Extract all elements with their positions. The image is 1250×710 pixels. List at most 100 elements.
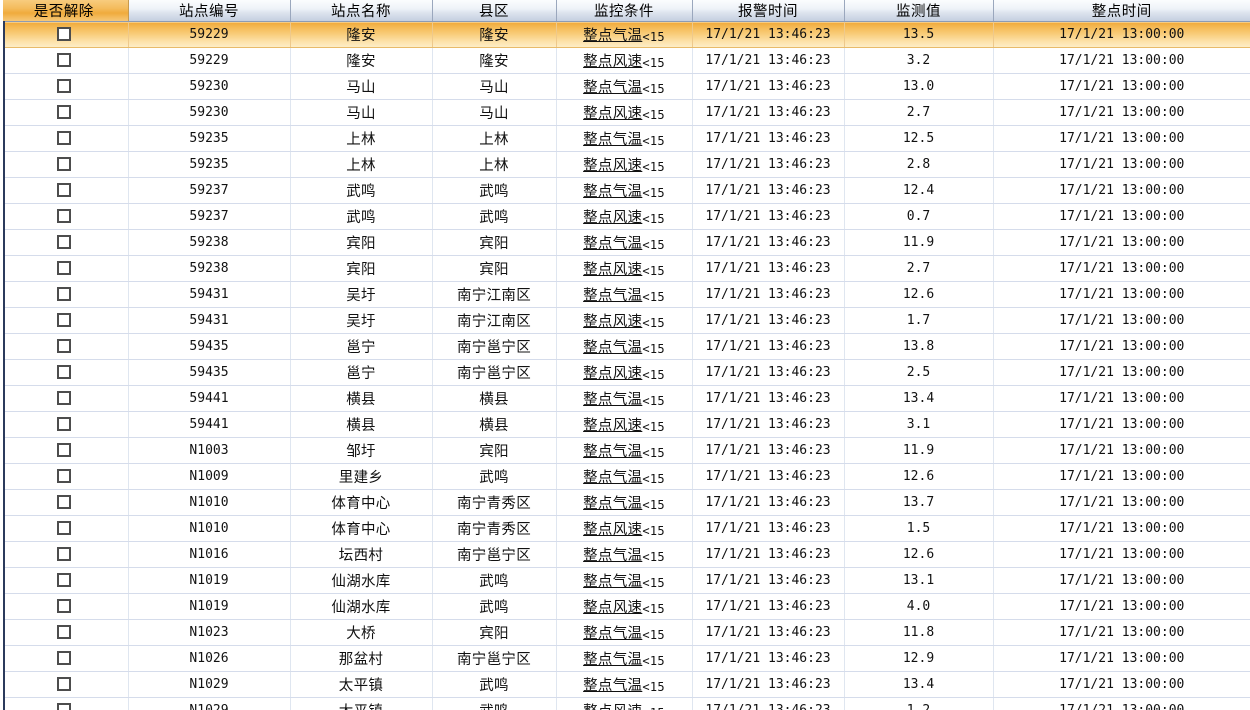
- unlock-checkbox[interactable]: [56, 260, 71, 275]
- unlock-cell[interactable]: [0, 541, 129, 568]
- unlock-checkbox[interactable]: [56, 468, 71, 483]
- table-row[interactable]: 59230 马山 马山 整点气温<15 17/1/21 13:46:23 13.0 17/1…: [0, 73, 1250, 100]
- unlock-checkbox[interactable]: [56, 182, 71, 197]
- unlock-cell[interactable]: [0, 593, 129, 620]
- table-row[interactable]: N1019 仙湖水库 武鸣 整点风速<15 17/1/21 13:46:23 4.0 17/…: [0, 593, 1250, 620]
- unlock-checkbox[interactable]: [56, 208, 71, 223]
- unlock-checkbox[interactable]: [56, 338, 71, 353]
- unlock-cell[interactable]: [0, 255, 129, 282]
- unlock-checkbox[interactable]: [56, 286, 71, 301]
- unlock-checkbox[interactable]: [56, 130, 71, 145]
- unlock-cell[interactable]: [0, 307, 129, 334]
- column-header-hour_time[interactable]: 整点时间: [993, 0, 1250, 22]
- column-header-alarm_time[interactable]: 报警时间: [692, 0, 845, 22]
- condition-text: 整点风速<15: [583, 154, 665, 175]
- unlock-cell[interactable]: [0, 99, 129, 126]
- unlock-checkbox[interactable]: [56, 156, 71, 171]
- table-row[interactable]: N1029 太平镇 武鸣 整点气温<15 17/1/21 13:46:23 13.4 17/…: [0, 671, 1250, 698]
- table-row[interactable]: 59229 隆安 隆安 整点风速<15 17/1/21 13:46:23 3.2 17/1/…: [0, 47, 1250, 74]
- table-row[interactable]: 59238 宾阳 宾阳 整点风速<15 17/1/21 13:46:23 2.7 17/1/…: [0, 255, 1250, 282]
- table-row[interactable]: 59441 横县 横县 整点气温<15 17/1/21 13:46:23 13.4 17/1…: [0, 385, 1250, 412]
- condition-threshold: <15: [642, 160, 665, 174]
- unlock-checkbox[interactable]: [56, 390, 71, 405]
- condition-threshold: <15: [642, 108, 665, 122]
- unlock-cell[interactable]: [0, 333, 129, 360]
- table-row[interactable]: N1010 体育中心 南宁青秀区 整点气温<15 17/1/21 13:46:23 13.…: [0, 489, 1250, 516]
- unlock-checkbox[interactable]: [56, 650, 71, 665]
- unlock-cell[interactable]: [0, 463, 129, 490]
- unlock-cell[interactable]: [0, 203, 129, 230]
- unlock-checkbox[interactable]: [56, 364, 71, 379]
- unlock-checkbox[interactable]: [56, 78, 71, 93]
- table-row[interactable]: 59435 邕宁 南宁邕宁区 整点气温<15 17/1/21 13:46:23 13.8 1…: [0, 333, 1250, 360]
- condition-text: 整点气温<15: [583, 622, 665, 643]
- unlock-checkbox[interactable]: [56, 494, 71, 509]
- unlock-checkbox[interactable]: [56, 676, 71, 691]
- unlock-cell[interactable]: [0, 567, 129, 594]
- table-row[interactable]: N1003 邹圩 宾阳 整点气温<15 17/1/21 13:46:23 11.9 17/1…: [0, 437, 1250, 464]
- unlock-cell[interactable]: [0, 385, 129, 412]
- column-header-condition[interactable]: 监控条件: [556, 0, 693, 22]
- unlock-checkbox[interactable]: [56, 26, 71, 41]
- unlock-checkbox[interactable]: [56, 52, 71, 67]
- table-row[interactable]: 59431 吴圩 南宁江南区 整点气温<15 17/1/21 13:46:23 12.6 1…: [0, 281, 1250, 308]
- unlock-cell[interactable]: [0, 489, 129, 516]
- table-row[interactable]: N1019 仙湖水库 武鸣 整点气温<15 17/1/21 13:46:23 13.1 17…: [0, 567, 1250, 594]
- unlock-cell[interactable]: [0, 73, 129, 100]
- unlock-cell[interactable]: [0, 359, 129, 386]
- unlock-cell[interactable]: [0, 21, 129, 48]
- unlock-checkbox[interactable]: [56, 598, 71, 613]
- measured-value-cell: 12.4: [844, 177, 994, 204]
- unlock-checkbox[interactable]: [56, 416, 71, 431]
- table-row[interactable]: 59229 隆安 隆安 整点气温<15 17/1/21 13:46:23 13.5 17/1…: [0, 21, 1250, 48]
- station-name-cell: 太平镇: [290, 671, 433, 698]
- unlock-cell[interactable]: [0, 515, 129, 542]
- unlock-cell[interactable]: [0, 645, 129, 672]
- unlock-checkbox[interactable]: [56, 572, 71, 587]
- table-row[interactable]: 59237 武鸣 武鸣 整点风速<15 17/1/21 13:46:23 0.7 17/1/…: [0, 203, 1250, 230]
- unlock-cell[interactable]: [0, 437, 129, 464]
- unlock-cell[interactable]: [0, 619, 129, 646]
- unlock-cell[interactable]: [0, 697, 129, 710]
- unlock-checkbox[interactable]: [56, 702, 71, 710]
- table-row[interactable]: 59238 宾阳 宾阳 整点气温<15 17/1/21 13:46:23 11.9 17/1…: [0, 229, 1250, 256]
- table-row[interactable]: 59441 横县 横县 整点风速<15 17/1/21 13:46:23 3.1 17/1/…: [0, 411, 1250, 438]
- table-row[interactable]: 59237 武鸣 武鸣 整点气温<15 17/1/21 13:46:23 12.4 17/1…: [0, 177, 1250, 204]
- unlock-cell[interactable]: [0, 281, 129, 308]
- table-row[interactable]: N1026 那盆村 南宁邕宁区 整点气温<15 17/1/21 13:46:23 12.9…: [0, 645, 1250, 672]
- unlock-cell[interactable]: [0, 671, 129, 698]
- unlock-cell[interactable]: [0, 177, 129, 204]
- table-row[interactable]: 59235 上林 上林 整点风速<15 17/1/21 13:46:23 2.8 17/1/…: [0, 151, 1250, 178]
- table-row[interactable]: N1010 体育中心 南宁青秀区 整点风速<15 17/1/21 13:46:23 1.5…: [0, 515, 1250, 542]
- column-header-county[interactable]: 县区: [432, 0, 557, 22]
- unlock-checkbox[interactable]: [56, 442, 71, 457]
- unlock-checkbox[interactable]: [56, 520, 71, 535]
- table-row[interactable]: N1009 里建乡 武鸣 整点气温<15 17/1/21 13:46:23 12.6 17/…: [0, 463, 1250, 490]
- table-row[interactable]: 59431 吴圩 南宁江南区 整点风速<15 17/1/21 13:46:23 1.7 17…: [0, 307, 1250, 334]
- table-row[interactable]: 59235 上林 上林 整点气温<15 17/1/21 13:46:23 12.5 17/1…: [0, 125, 1250, 152]
- measured-value-cell: 13.1: [844, 567, 994, 594]
- unlock-cell[interactable]: [0, 47, 129, 74]
- unlock-checkbox[interactable]: [56, 312, 71, 327]
- column-header-station[interactable]: 站点名称: [290, 0, 433, 22]
- unlock-checkbox[interactable]: [56, 624, 71, 639]
- unlock-checkbox[interactable]: [56, 234, 71, 249]
- table-row[interactable]: 59230 马山 马山 整点风速<15 17/1/21 13:46:23 2.7 17/1/…: [0, 99, 1250, 126]
- column-header-value[interactable]: 监测值: [844, 0, 994, 22]
- unlock-checkbox[interactable]: [56, 104, 71, 119]
- county-cell: 马山: [432, 99, 557, 126]
- unlock-cell[interactable]: [0, 229, 129, 256]
- unlock-cell[interactable]: [0, 125, 129, 152]
- table-row[interactable]: N1016 坛西村 南宁邕宁区 整点气温<15 17/1/21 13:46:23 12.6…: [0, 541, 1250, 568]
- table-row[interactable]: N1023 大桥 宾阳 整点气温<15 17/1/21 13:46:23 11.8 17/1…: [0, 619, 1250, 646]
- condition-text: 整点气温<15: [583, 284, 665, 305]
- county-cell: 武鸣: [432, 567, 557, 594]
- column-header-station_id[interactable]: 站点编号: [128, 0, 291, 22]
- unlock-cell[interactable]: [0, 411, 129, 438]
- unlock-checkbox[interactable]: [56, 546, 71, 561]
- unlock-cell[interactable]: [0, 151, 129, 178]
- column-header-unlock[interactable]: 是否解除: [0, 0, 129, 22]
- table-row[interactable]: 59435 邕宁 南宁邕宁区 整点风速<15 17/1/21 13:46:23 2.5 17…: [0, 359, 1250, 386]
- station-name-cell: 吴圩: [290, 281, 433, 308]
